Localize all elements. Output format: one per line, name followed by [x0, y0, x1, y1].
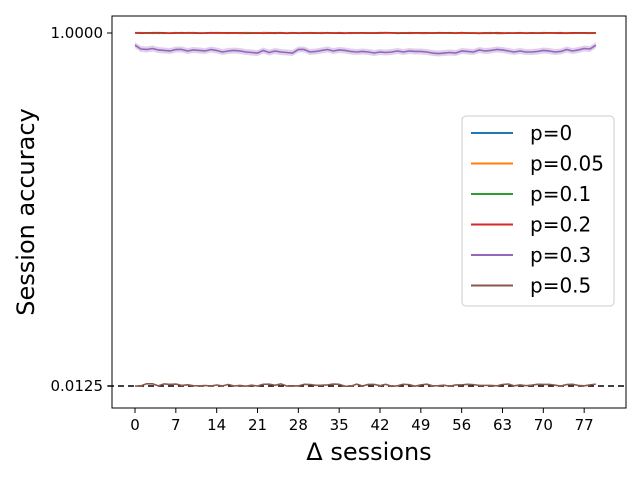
x-tick-label: 21: [248, 416, 267, 434]
x-axis-label: Δ sessions: [306, 438, 431, 466]
plot-frame: [111, 15, 627, 409]
series-line-p=0.2: [134, 31, 596, 35]
x-axis: 0 7 14 21 28 35 42 49 56 63 70 77: [130, 408, 594, 434]
series-line-p=0.3: [134, 44, 597, 55]
y-axis: 0.0125 1.0000: [51, 24, 112, 395]
x-tick-label: 56: [452, 416, 471, 434]
x-tick-label: 14: [207, 416, 226, 434]
x-tick-label: 42: [370, 416, 389, 434]
legend: p=0 p=0.05 p=0.1 p=0.2 p=0.3 p=0.5: [461, 115, 615, 307]
series-band-p=0.3: [135, 42, 596, 57]
x-tick-label: 77: [575, 416, 594, 434]
plot-area: [108, 31, 628, 388]
legend-label: p=0.3: [530, 243, 591, 267]
x-tick-label: 70: [534, 416, 553, 434]
legend-label: p=0: [530, 121, 572, 145]
x-tick-label: 0: [130, 416, 140, 434]
y-tick-label: 0.0125: [51, 377, 104, 395]
y-tick-label: 1.0000: [51, 24, 104, 42]
series-line-p=0.5: [134, 382, 596, 388]
x-tick-label: 49: [411, 416, 430, 434]
legend-label: p=0.05: [530, 152, 604, 176]
x-tick-label: 28: [289, 416, 308, 434]
y-axis-label: Session accuracy: [12, 108, 40, 315]
legend-label: p=0.1: [530, 182, 591, 206]
x-tick-label: 35: [330, 416, 349, 434]
legend-label: p=0.5: [530, 274, 591, 298]
x-tick-label: 7: [171, 416, 181, 434]
x-tick-label: 63: [493, 416, 512, 434]
legend-label: p=0.2: [530, 213, 591, 237]
